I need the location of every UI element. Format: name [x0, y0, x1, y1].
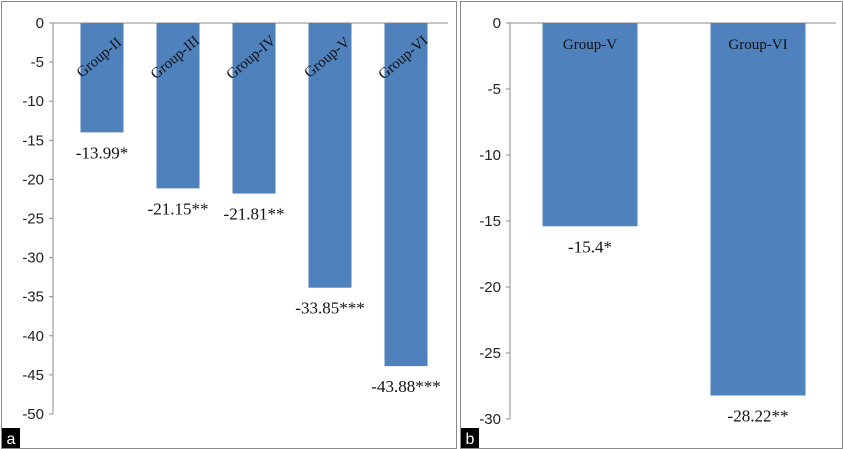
y-tick-label: -5: [31, 54, 44, 71]
y-tick-label: -25: [479, 345, 501, 362]
y-tick-label: -10: [22, 93, 44, 110]
data-label: -13.99*: [76, 143, 128, 162]
panel-frame: [1, 1, 457, 449]
y-tick-label: -5: [488, 81, 501, 98]
y-tick-label: 0: [493, 15, 501, 32]
panel-label: b: [466, 431, 475, 448]
data-label: -21.15**: [148, 199, 209, 218]
y-tick-label: -30: [479, 411, 501, 428]
panel-badge: [2, 428, 20, 448]
bar: [542, 23, 638, 227]
data-label: -28.22**: [728, 407, 789, 426]
bar: [232, 23, 276, 194]
y-tick-label: -50: [22, 406, 44, 423]
bar: [156, 23, 200, 189]
chart-panel-a: 0-5-10-15-20-25-30-35-40-45-50Group-II-1…: [1, 1, 457, 449]
bar: [710, 23, 806, 396]
y-tick-label: -35: [22, 289, 44, 306]
y-tick-label: -20: [479, 279, 501, 296]
y-tick-label: -15: [479, 213, 501, 230]
y-tick-label: -40: [22, 328, 44, 345]
data-label: -33.85***: [295, 299, 364, 318]
y-tick-label: 0: [36, 15, 44, 32]
data-label: -43.88***: [371, 377, 440, 396]
data-label: -15.4*: [568, 237, 612, 256]
y-tick-label: -25: [22, 211, 44, 228]
y-tick-label: -30: [22, 250, 44, 267]
data-label: -21.81**: [224, 205, 285, 224]
panel-badge: [461, 428, 479, 448]
chart-panel-b: 0 -5 -10 -15 -20 -25 -30 Group-V -15.4* Group-VI -…: [460, 1, 843, 449]
category-label: Group-V: [563, 37, 617, 53]
bar: [80, 23, 124, 133]
y-tick-label: -20: [22, 171, 44, 188]
y-tick-label: -45: [22, 367, 44, 384]
bar: [308, 23, 352, 288]
y-tick-label: -10: [479, 147, 501, 164]
category-label: Group-VI: [728, 37, 787, 53]
bar: [384, 23, 428, 367]
panel-label: a: [7, 431, 16, 448]
y-tick-label: -15: [22, 132, 44, 149]
